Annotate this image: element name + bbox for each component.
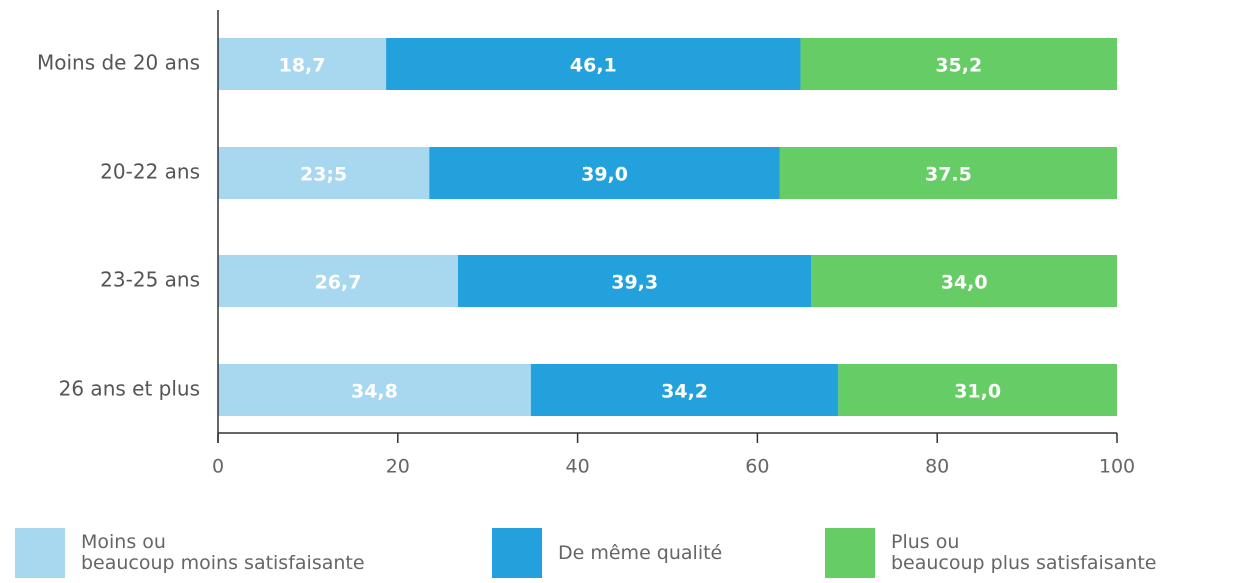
x-tick-label: 80 xyxy=(925,456,949,478)
data-label: 35,2 xyxy=(935,55,982,77)
legend-label: Plus ou beaucoup plus satisfaisante xyxy=(891,531,1157,574)
data-label: 39,3 xyxy=(611,272,658,294)
y-tick-label: 20-22 ans xyxy=(100,160,200,184)
legend-label: De même qualité xyxy=(558,541,723,564)
bar-segment xyxy=(218,255,459,307)
y-tick-label: 23-25 ans xyxy=(100,268,200,292)
legend-swatch xyxy=(825,528,875,578)
x-tick-label: 0 xyxy=(212,456,224,478)
x-tick-label: 20 xyxy=(386,456,410,478)
bar-segment xyxy=(218,147,430,199)
bar-segment xyxy=(386,38,801,90)
x-tick-label: 40 xyxy=(566,456,590,478)
bar-segment xyxy=(779,147,1117,199)
bar-segment xyxy=(530,364,839,416)
data-label: 23;5 xyxy=(300,164,347,186)
y-tick-label: 26 ans et plus xyxy=(59,377,200,401)
legend-swatch xyxy=(15,528,65,578)
bar-segment xyxy=(800,38,1117,90)
legend-item: Moins ou beaucoup moins satisfaisante xyxy=(15,528,365,578)
data-label: 39,0 xyxy=(581,164,628,186)
bar-segment xyxy=(218,38,387,90)
data-label: 34,0 xyxy=(941,272,988,294)
x-tick-label: 60 xyxy=(745,456,769,478)
bar-segment xyxy=(458,255,812,307)
data-label: 26,7 xyxy=(315,272,362,294)
y-tick-label: Moins de 20 ans xyxy=(37,51,200,75)
x-tick-label: 100 xyxy=(1099,456,1135,478)
legend-item: Plus ou beaucoup plus satisfaisante xyxy=(825,528,1156,578)
data-label: 34,8 xyxy=(351,381,398,403)
bar-segment xyxy=(811,255,1117,307)
bar-segment xyxy=(218,364,531,416)
data-label: 31,0 xyxy=(954,381,1001,403)
chart: Moins de 20 ans 18,7 46,1 35,2 20-22 ans 23;5… xyxy=(37,10,1135,478)
data-label: 37.5 xyxy=(925,164,972,186)
data-label: 18,7 xyxy=(279,55,326,77)
data-label: 46,1 xyxy=(570,55,617,77)
legend-swatch xyxy=(492,528,542,578)
bar-segment xyxy=(838,364,1117,416)
data-label: 34,2 xyxy=(661,381,708,403)
bar-segment xyxy=(429,147,780,199)
legend-item: De même qualité xyxy=(492,528,722,578)
legend-label: Moins ou beaucoup moins satisfaisante xyxy=(81,531,365,574)
